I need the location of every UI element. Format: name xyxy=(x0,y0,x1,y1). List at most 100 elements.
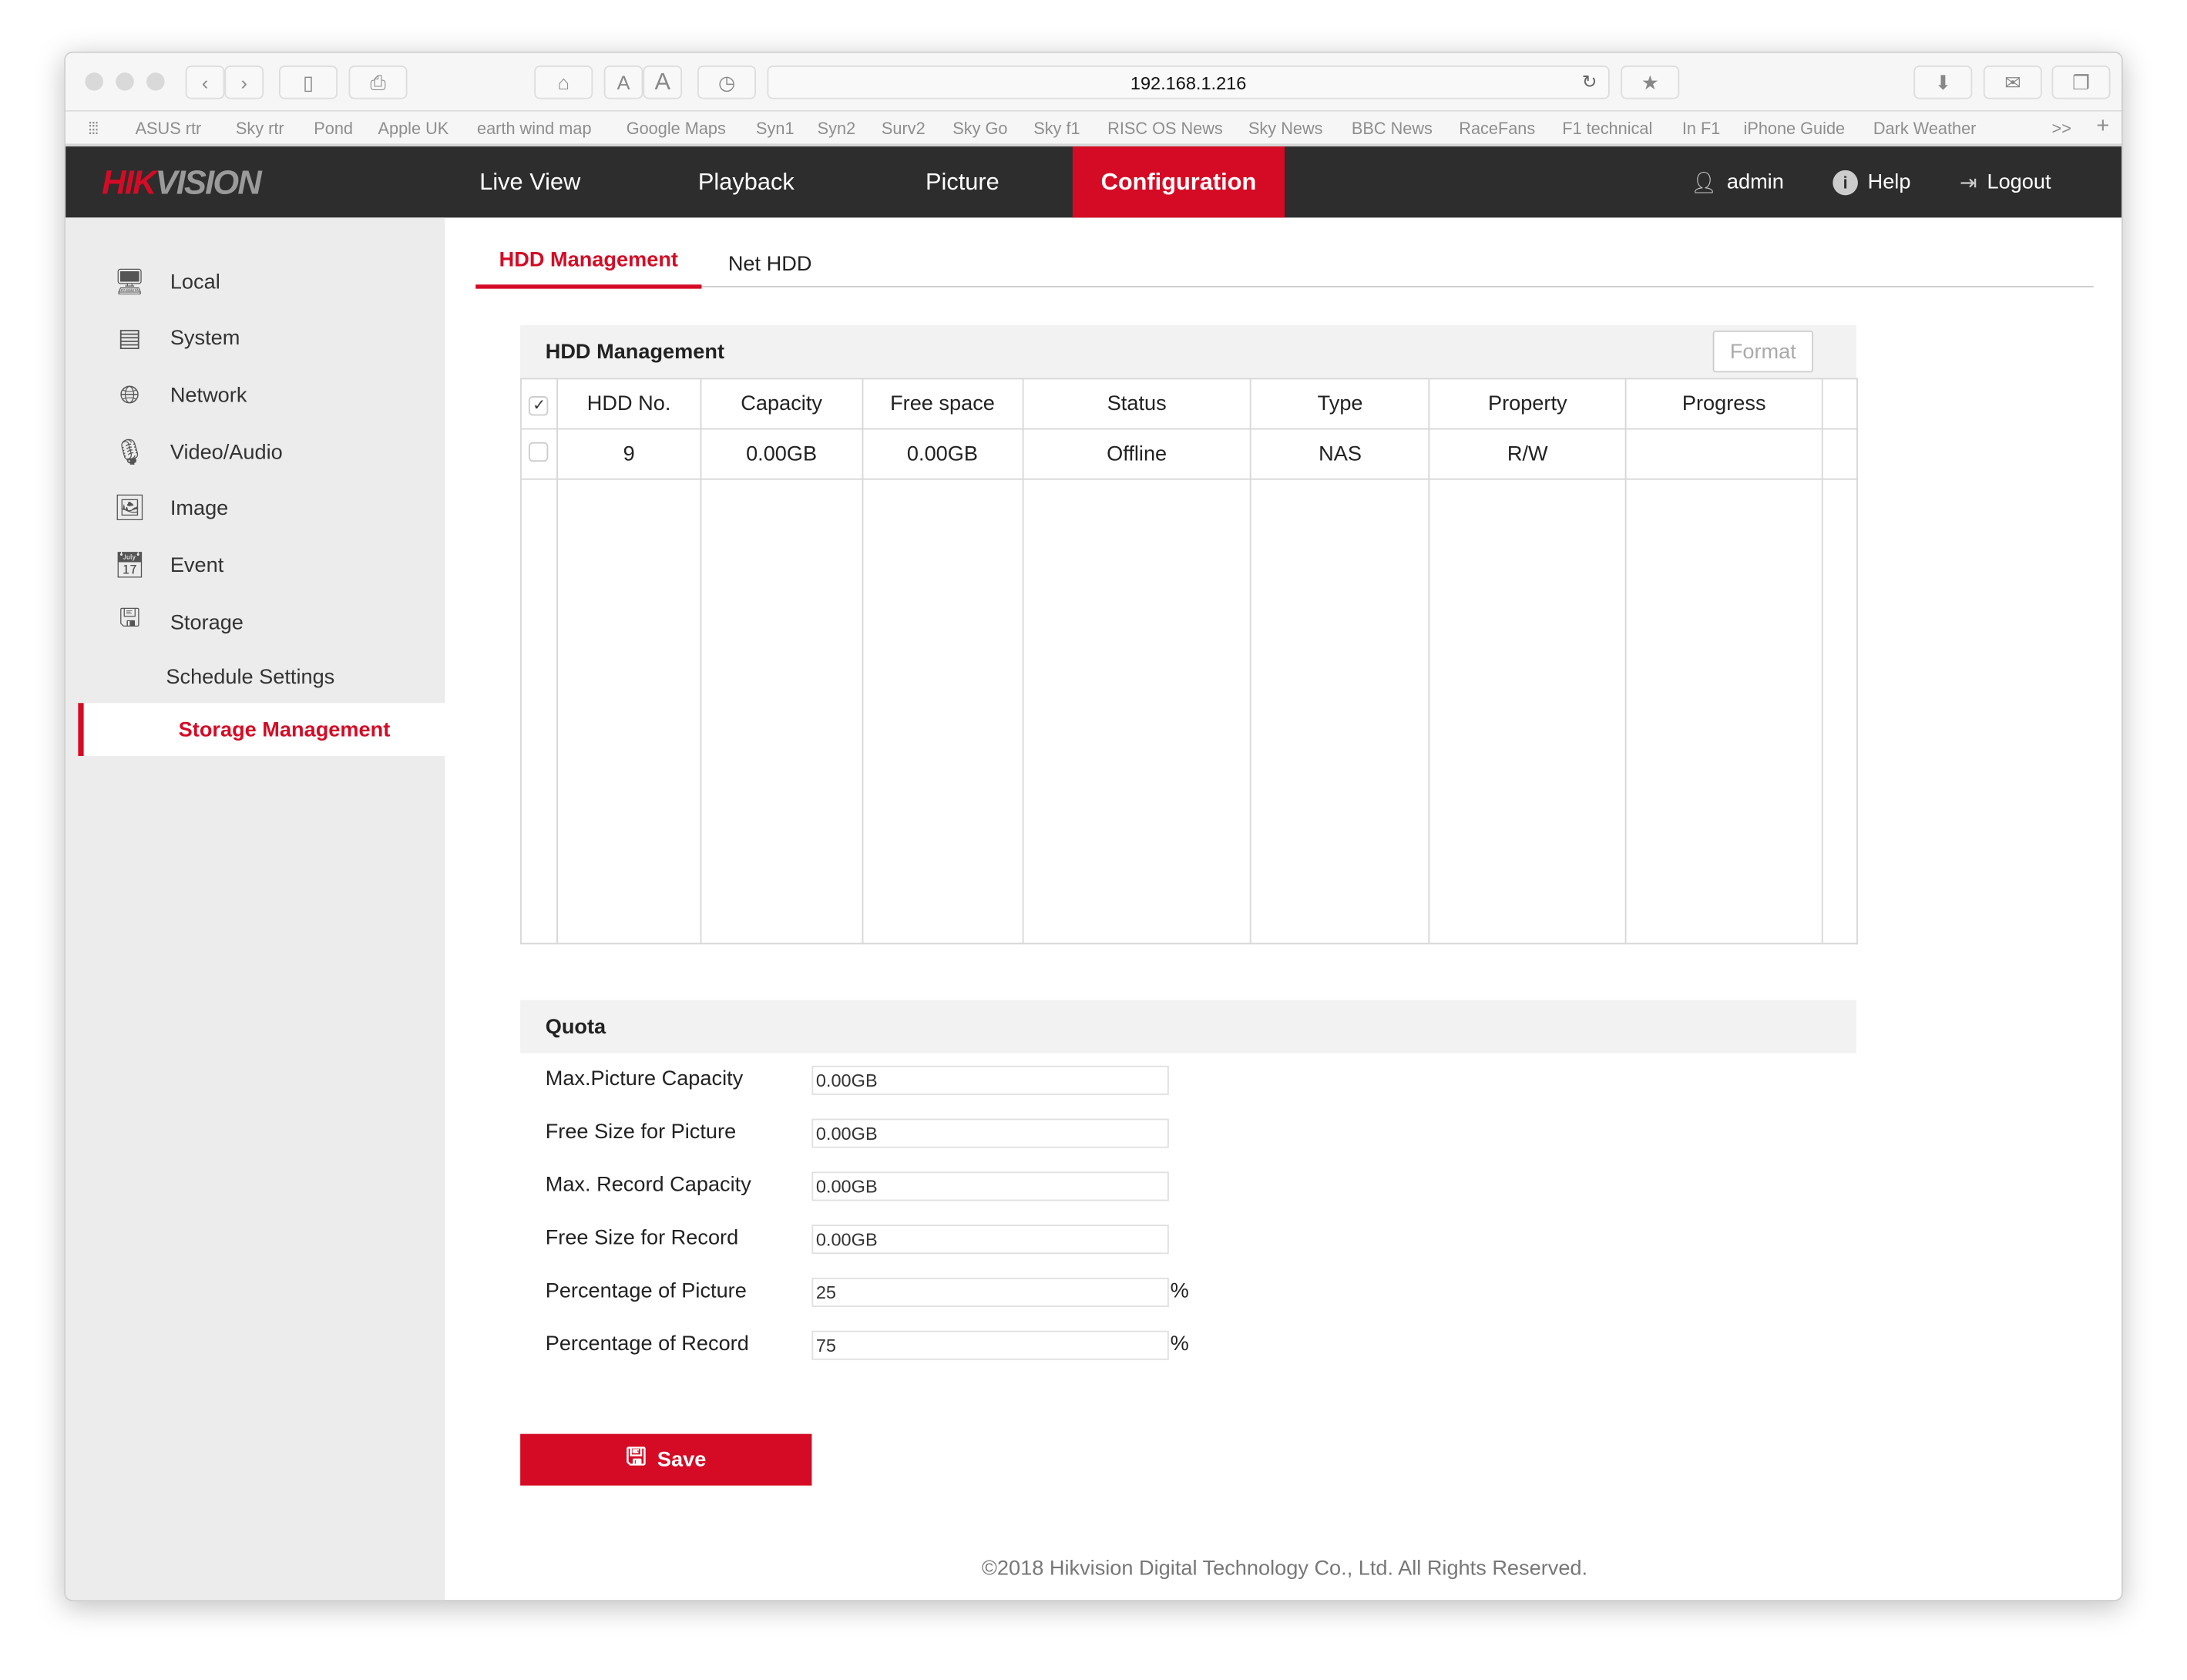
bookmark-item[interactable]: Pond xyxy=(314,118,353,139)
bookmark-item[interactable]: Apple UK xyxy=(378,118,449,139)
address-bar[interactable]: 192.168.1.216 ↻ xyxy=(767,66,1610,99)
table-cell: 9 xyxy=(556,428,702,480)
quota-field[interactable] xyxy=(811,1065,1169,1095)
table-header-row: ✓ HDD No. Capacity Free space Status Type Prop… xyxy=(520,378,1858,430)
bookmark-item[interactable]: Syn1 xyxy=(756,118,795,139)
bookmark-item[interactable]: F1 technical xyxy=(1562,118,1653,139)
sidebar-item-label: System xyxy=(170,326,240,351)
logout-link[interactable]: ⇥ Logout xyxy=(1960,146,2051,217)
hdd-table: ✓ HDD No. Capacity Free space Status Type Prop… xyxy=(520,378,1858,945)
nav-configuration[interactable]: Configuration xyxy=(1072,146,1285,218)
percent-unit: % xyxy=(1170,1332,1189,1356)
sidebar-item-event[interactable]: 📅︎ Event xyxy=(66,539,445,593)
zoom-window-button[interactable] xyxy=(146,72,165,91)
bookmarks-bar: ⁞⁞⁞ ASUS rtr Sky rtr Pond Apple UK earth win… xyxy=(66,111,2122,147)
add-bookmark-button[interactable]: + xyxy=(2096,114,2110,139)
sidebar-item-label: Video/Audio xyxy=(170,440,283,464)
close-window-button[interactable] xyxy=(85,72,103,91)
bookmark-item[interactable]: earth wind map xyxy=(477,118,592,139)
sidebar-item-local[interactable]: 🖥︎ Local xyxy=(66,255,445,308)
user-icon: 👤︎ xyxy=(1690,170,1718,195)
column-header: HDD No. xyxy=(556,378,702,430)
sidebar: 🖥︎ Local ▤ System 🌐︎ Network 🎙︎ Video/Audio 🖼︎ Im… xyxy=(66,217,445,1601)
table-cell: NAS xyxy=(1250,428,1430,480)
globe-icon: 🌐︎ xyxy=(119,380,140,409)
sidebar-item-storage[interactable]: 🖫︎ Storage xyxy=(66,596,445,649)
reload-icon[interactable]: ↻ xyxy=(1581,71,1597,92)
row-select-cell xyxy=(520,428,558,480)
bookmark-item[interactable]: Sky rtr xyxy=(235,118,284,139)
bookmark-item[interactable]: Dark Weather xyxy=(1873,118,1977,139)
bookmark-item[interactable]: BBC News xyxy=(1351,118,1433,139)
home-icon[interactable]: ⌂ xyxy=(534,66,593,99)
floppy-icon: 🖫︎ xyxy=(119,604,141,633)
sidebar-item-network[interactable]: 🌐︎ Network xyxy=(66,369,445,422)
hdd-panel-title: HDD Management xyxy=(545,339,725,364)
bookmark-item[interactable]: RISC OS News xyxy=(1107,118,1223,139)
apps-grid-icon[interactable]: ⁞⁞⁞ xyxy=(88,118,99,139)
quota-field[interactable] xyxy=(811,1225,1169,1255)
bookmark-icon[interactable]: ★ xyxy=(1621,66,1680,99)
font-larger-button[interactable]: A xyxy=(643,66,683,99)
table-cell: 0.00GB xyxy=(700,428,863,480)
quota-label: Free Size for Picture xyxy=(545,1120,737,1144)
bookmark-item[interactable]: Google Maps xyxy=(626,118,726,139)
quota-label: Max. Record Capacity xyxy=(545,1173,751,1197)
sidebar-item-label: Event xyxy=(170,553,224,578)
table-cell-spacer xyxy=(1821,428,1858,480)
sidebar-item-schedule-settings[interactable]: Schedule Settings xyxy=(166,664,335,689)
bookmark-item[interactable]: Sky Go xyxy=(952,118,1008,139)
table-row[interactable]: 9 0.00GB 0.00GB Offline NAS R/W xyxy=(520,428,1858,480)
bookmark-item[interactable]: ASUS rtr xyxy=(135,118,202,139)
save-button[interactable]: 🖫︎ Save xyxy=(520,1433,812,1486)
help-link[interactable]: i Help xyxy=(1833,146,1910,217)
format-button[interactable]: Format xyxy=(1712,330,1813,373)
tab-hdd-management[interactable]: HDD Management xyxy=(475,248,702,289)
mail-icon[interactable]: ✉ xyxy=(1983,66,2042,99)
select-all-cell: ✓ xyxy=(520,378,558,430)
quota-field[interactable] xyxy=(811,1171,1169,1201)
select-all-checkbox[interactable]: ✓ xyxy=(529,396,549,416)
microphone-icon: 🎙︎ xyxy=(113,437,146,465)
sidebar-item-video-audio[interactable]: 🎙︎ Video/Audio xyxy=(66,425,445,479)
bookmark-item[interactable]: Sky f1 xyxy=(1033,118,1080,139)
minimize-window-button[interactable] xyxy=(116,72,134,91)
tab-net-hdd[interactable]: Net HDD xyxy=(727,252,812,277)
sidebar-item-system[interactable]: ▤ System xyxy=(66,312,445,365)
quota-field[interactable] xyxy=(811,1277,1169,1307)
print-icon[interactable]: ⎙ xyxy=(348,66,408,99)
sidebar-toggle-icon[interactable]: ▯ xyxy=(279,66,338,99)
bookmark-item[interactable]: iPhone Guide xyxy=(1743,118,1846,139)
table-cell: 0.00GB xyxy=(862,428,1023,480)
app-header: HIKVISION Live View Playback Picture Con… xyxy=(66,146,2122,218)
quota-field[interactable] xyxy=(811,1118,1169,1148)
bookmark-item[interactable]: Surv2 xyxy=(881,118,926,139)
user-menu[interactable]: 👤︎ admin xyxy=(1691,146,1784,217)
nav-playback[interactable]: Playback xyxy=(697,168,795,195)
sidebar-item-storage-management[interactable]: Storage Management xyxy=(78,703,445,757)
history-icon[interactable]: ◷ xyxy=(697,66,757,99)
save-label: Save xyxy=(657,1447,707,1472)
tabs-icon[interactable]: ❐ xyxy=(2051,66,2111,99)
quota-field[interactable] xyxy=(811,1330,1169,1360)
window-icon: ▤ xyxy=(117,324,142,352)
column-header: Free space xyxy=(862,378,1023,430)
column-header: Progress xyxy=(1624,378,1823,430)
bookmark-item[interactable]: RaceFans xyxy=(1459,118,1536,139)
nav-live-view[interactable]: Live View xyxy=(479,168,581,195)
bookmark-item[interactable]: Sky News xyxy=(1248,118,1323,139)
table-cell: Offline xyxy=(1022,428,1252,480)
browser-window: ‹ › ▯ ⎙ ⌂ A A ◷ 192.168.1.216 ↻ ★ ⬇ ✉ ❐ ⁞… xyxy=(64,51,2123,1601)
back-button[interactable]: ‹ xyxy=(185,66,225,99)
bookmark-item[interactable]: Syn2 xyxy=(817,118,856,139)
forward-button[interactable]: › xyxy=(224,66,264,99)
more-bookmarks-button[interactable]: >> xyxy=(2051,118,2071,139)
nav-picture[interactable]: Picture xyxy=(925,168,999,195)
quota-title: Quota xyxy=(545,1014,606,1039)
download-icon[interactable]: ⬇ xyxy=(1913,66,1973,99)
bookmark-item[interactable]: In F1 xyxy=(1681,118,1721,139)
font-smaller-button[interactable]: A xyxy=(603,66,643,99)
sidebar-item-image[interactable]: 🖼︎ Image xyxy=(66,482,445,536)
row-checkbox[interactable] xyxy=(529,441,549,462)
url-text: 192.168.1.216 xyxy=(1130,72,1247,93)
